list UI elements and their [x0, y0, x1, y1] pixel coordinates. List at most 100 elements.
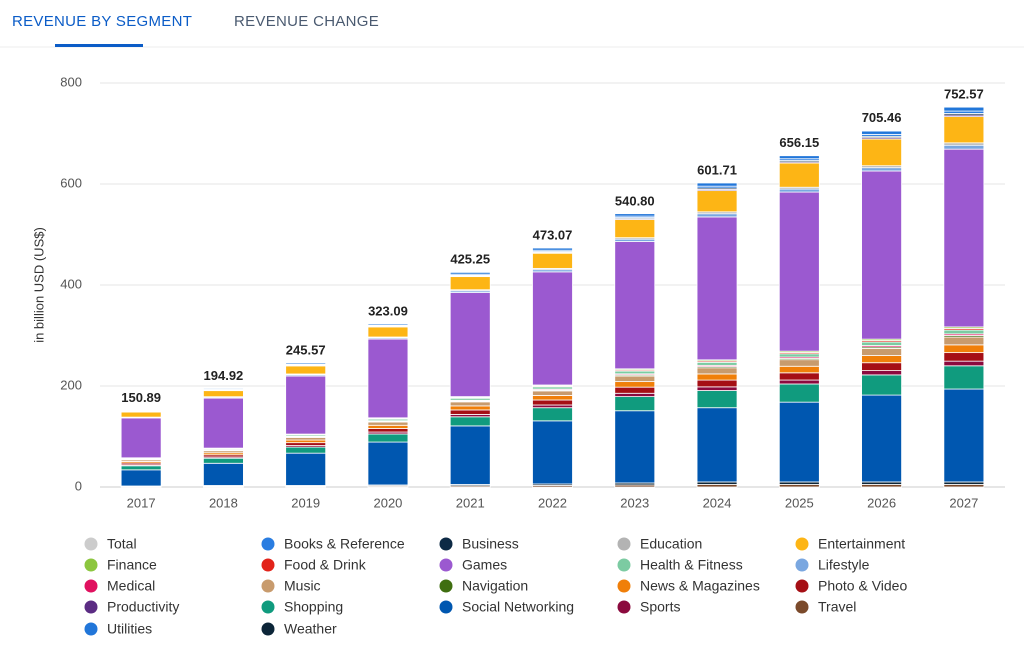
bar-segment [697, 391, 737, 408]
tab[interactable]: REVENUE CHANGE [234, 13, 379, 30]
legend-label[interactable]: Music [284, 578, 321, 594]
bar-segment [533, 248, 573, 250]
legend-marker[interactable] [440, 580, 453, 593]
bar-segment [944, 366, 984, 389]
bar-segment [286, 376, 326, 434]
legend-marker[interactable] [440, 538, 453, 551]
legend-marker[interactable] [796, 601, 809, 614]
bar-segment [368, 429, 408, 433]
x-tick-label: 2022 [538, 495, 567, 510]
legend-marker[interactable] [618, 580, 631, 593]
bar-segment [862, 139, 902, 166]
legend-label[interactable]: Education [640, 536, 702, 552]
legend-label[interactable]: Finance [107, 557, 157, 573]
legend-label[interactable]: Weather [284, 621, 337, 637]
legend-marker[interactable] [262, 580, 275, 593]
legend-marker[interactable] [796, 559, 809, 572]
legend-marker[interactable] [262, 623, 275, 636]
bar-segment [450, 402, 490, 406]
legend-marker[interactable] [262, 559, 275, 572]
bar-segment [121, 412, 161, 417]
bar-segment [615, 371, 655, 374]
bar-segment [779, 360, 819, 367]
bar-segment [779, 192, 819, 351]
legend-label[interactable]: Lifestyle [818, 557, 870, 573]
bar-segment [615, 242, 655, 369]
legend-label[interactable]: Sports [640, 599, 680, 615]
total-label: 705.46 [862, 110, 902, 125]
x-tick-label: 2023 [620, 495, 649, 510]
legend-label[interactable]: Photo & Video [818, 578, 907, 594]
bar-segment [697, 368, 737, 374]
bar-segment [944, 145, 984, 149]
total-label: 656.15 [779, 135, 819, 150]
legend-label[interactable]: Books & Reference [284, 536, 405, 552]
bar-segment [779, 373, 819, 380]
total-label: 245.57 [286, 342, 326, 357]
legend-marker[interactable] [618, 538, 631, 551]
bar-segment [697, 217, 737, 360]
legend-label[interactable]: Shopping [284, 599, 343, 615]
y-tick-label: 400 [60, 276, 82, 291]
total-label: 150.89 [121, 390, 161, 405]
bar-segment [944, 330, 984, 334]
legend-label[interactable]: Social Networking [462, 599, 574, 615]
bar-segment [203, 458, 243, 463]
legend-label[interactable]: Navigation [462, 578, 528, 594]
bar-segment [450, 293, 490, 397]
legend-label[interactable]: News & Magazines [640, 578, 760, 594]
bar-segment [615, 411, 655, 483]
legend-marker[interactable] [796, 580, 809, 593]
x-tick-label: 2025 [785, 495, 814, 510]
total-label: 425.25 [450, 252, 490, 267]
x-tick-label: 2026 [867, 495, 896, 510]
bar-segment [862, 356, 902, 363]
legend-marker[interactable] [85, 559, 98, 572]
bar-segment [697, 183, 737, 186]
bar-segment [368, 327, 408, 337]
bar-segment [944, 149, 984, 327]
bar-segment [697, 214, 737, 217]
legend-label[interactable]: Business [462, 536, 519, 552]
legend-marker[interactable] [440, 601, 453, 614]
legend-marker[interactable] [85, 538, 98, 551]
bar-segment [779, 354, 819, 357]
bar-segment [944, 337, 984, 345]
tab-active[interactable]: REVENUE BY SEGMENT [12, 13, 192, 30]
legend-label[interactable]: Games [462, 557, 507, 573]
bar-segment [203, 398, 243, 448]
legend-label[interactable]: Health & Fitness [640, 557, 743, 573]
legend-marker[interactable] [85, 623, 98, 636]
bar-segment [944, 361, 984, 366]
legend-marker[interactable] [85, 580, 98, 593]
bar-segment [286, 366, 326, 374]
legend-marker[interactable] [618, 559, 631, 572]
legend-marker[interactable] [618, 601, 631, 614]
bar-segment [862, 375, 902, 395]
y-axis-label: in billion USD (US$) [31, 227, 46, 343]
legend-marker[interactable] [796, 538, 809, 551]
bar-segment [862, 395, 902, 482]
bar-segment [944, 389, 984, 482]
bar-segment [944, 107, 984, 111]
bar-segment [368, 422, 408, 425]
legend-label[interactable]: Total [107, 536, 137, 552]
bar-segment [697, 191, 737, 212]
legend-label[interactable]: Productivity [107, 599, 179, 615]
legend-marker[interactable] [262, 538, 275, 551]
total-label: 323.09 [368, 303, 408, 318]
legend-label[interactable]: Utilities [107, 621, 152, 637]
bar-segment [368, 442, 408, 485]
x-tick-label: 2021 [456, 495, 485, 510]
bar-segment [533, 395, 573, 400]
legend-marker[interactable] [262, 601, 275, 614]
legend-label[interactable]: Travel [818, 599, 856, 615]
bar-segment [368, 339, 408, 418]
legend-label[interactable]: Entertainment [818, 536, 905, 552]
legend-marker[interactable] [85, 601, 98, 614]
legend-marker[interactable] [440, 559, 453, 572]
legend-label[interactable]: Food & Drink [284, 557, 367, 573]
bar-segment [615, 376, 655, 382]
bar-segment [615, 393, 655, 396]
legend-label[interactable]: Medical [107, 578, 155, 594]
